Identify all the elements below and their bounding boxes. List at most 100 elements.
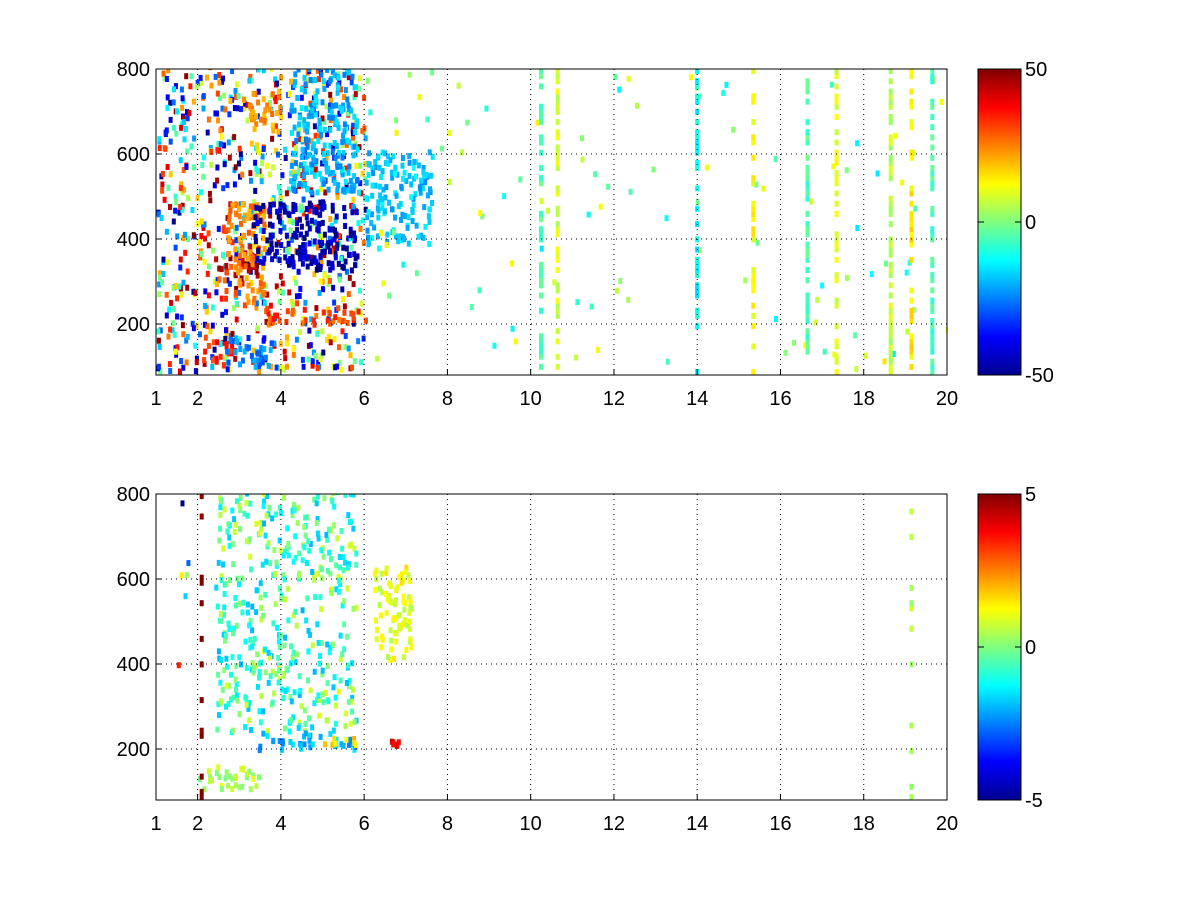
- heatmap-cell: [330, 498, 335, 504]
- heatmap-cell: [404, 178, 409, 184]
- heatmap-cell: [199, 788, 204, 795]
- heatmap-cell: [307, 547, 312, 554]
- heatmap-cell: [345, 662, 350, 669]
- heatmap-cell: [909, 508, 914, 515]
- heatmap-cell: [272, 690, 277, 697]
- heatmap-cell: [831, 163, 836, 170]
- heatmap-cell: [188, 83, 193, 90]
- heatmap-cell: [314, 312, 319, 319]
- heatmap-cell: [805, 343, 810, 350]
- heatmap-cell: [305, 128, 310, 135]
- heatmap-cell: [261, 259, 266, 266]
- heatmap-cell: [278, 585, 282, 592]
- heatmap-cell: [202, 786, 207, 793]
- heatmap-cell: [320, 240, 325, 247]
- heatmap-cell: [244, 701, 249, 708]
- heatmap-cell: [333, 250, 338, 257]
- heatmap-cell: [285, 258, 290, 265]
- heatmap-cell: [256, 88, 261, 95]
- heatmap-cell: [539, 353, 543, 360]
- heatmap-cell: [310, 741, 315, 748]
- heatmap-cell: [307, 737, 312, 744]
- heatmap-cell: [316, 244, 320, 251]
- heatmap-cell: [477, 287, 482, 294]
- heatmap-cell: [326, 243, 331, 250]
- heatmap-cell: [184, 337, 189, 344]
- heatmap-cell: [234, 224, 239, 231]
- heatmap-cell: [805, 170, 810, 177]
- heatmap-cell: [271, 319, 276, 326]
- heatmap-cell: [283, 725, 287, 732]
- heatmap-cell: [391, 153, 396, 160]
- heatmap-cell: [238, 281, 243, 288]
- heatmap-cell: [314, 305, 319, 312]
- heatmap-cell: [341, 102, 345, 109]
- heatmap-cell: [945, 327, 947, 333]
- heatmap-cell: [233, 349, 238, 356]
- heatmap-cell: [267, 504, 272, 511]
- heatmap-cell: [169, 299, 174, 306]
- heatmap-cell: [291, 263, 296, 270]
- heatmap-cell: [304, 105, 309, 112]
- heatmap-cell: [296, 127, 301, 134]
- heatmap-cell: [281, 671, 286, 677]
- heatmap-cell: [430, 153, 435, 160]
- heatmap-cell: [199, 494, 204, 500]
- heatmap-cell: [370, 182, 375, 189]
- heatmap-cell: [259, 526, 264, 533]
- heatmap-cell: [384, 565, 389, 572]
- heatmap-cell: [230, 727, 235, 734]
- heatmap-cell: [245, 293, 250, 300]
- heatmap-cell: [278, 197, 283, 204]
- heatmap-cell: [364, 317, 368, 324]
- heatmap-cell: [311, 349, 316, 356]
- heatmap-cell: [265, 305, 270, 312]
- heatmap-cell: [539, 261, 543, 268]
- heatmap-cell: [318, 211, 323, 218]
- heatmap-cell: [221, 227, 226, 234]
- heatmap-cell: [751, 231, 756, 238]
- heatmap-cell: [208, 774, 213, 780]
- heatmap-cell: [261, 69, 266, 74]
- heatmap-cell: [751, 175, 756, 182]
- heatmap-cell: [412, 158, 417, 165]
- heatmap-cell: [342, 303, 347, 310]
- heatmap-cell: [400, 211, 405, 218]
- heatmap-cell: [834, 353, 839, 360]
- heatmap-cell: [930, 287, 935, 294]
- heatmap-cell: [308, 744, 313, 751]
- heatmap-cell: [165, 104, 170, 111]
- heatmap-cell: [307, 200, 312, 207]
- heatmap-cell: [384, 184, 389, 191]
- heatmap-cell: [194, 83, 199, 90]
- heatmap-cell: [259, 178, 264, 185]
- heatmap-cell: [259, 616, 264, 623]
- heatmap-cell: [386, 593, 391, 599]
- heatmap-cell: [310, 107, 315, 114]
- heatmap-cell: [805, 292, 810, 299]
- heatmap-cell: [380, 633, 384, 640]
- heatmap-cell: [930, 343, 935, 350]
- heatmap-cell: [279, 746, 284, 753]
- top-heatmap-cells: [156, 69, 947, 375]
- heatmap-cell: [366, 241, 371, 248]
- heatmap-cell: [237, 289, 242, 296]
- heatmap-cell: [378, 192, 383, 199]
- heatmap-cell: [312, 141, 316, 148]
- heatmap-cell: [353, 262, 358, 269]
- heatmap-cell: [216, 225, 221, 232]
- heatmap-cell: [834, 93, 839, 100]
- heatmap-cell: [325, 641, 330, 648]
- heatmap-cell: [316, 692, 321, 699]
- heatmap-cell: [888, 170, 893, 177]
- heatmap-cell: [234, 210, 239, 217]
- heatmap-cell: [268, 100, 272, 106]
- heatmap-cell: [805, 256, 810, 263]
- heatmap-cell: [370, 165, 375, 172]
- heatmap-cell: [307, 240, 312, 247]
- heatmap-cell: [198, 331, 202, 338]
- heatmap-cell: [257, 149, 262, 156]
- heatmap-cell: [328, 142, 333, 149]
- heatmap-cell: [234, 251, 239, 258]
- heatmap-cell: [853, 332, 858, 339]
